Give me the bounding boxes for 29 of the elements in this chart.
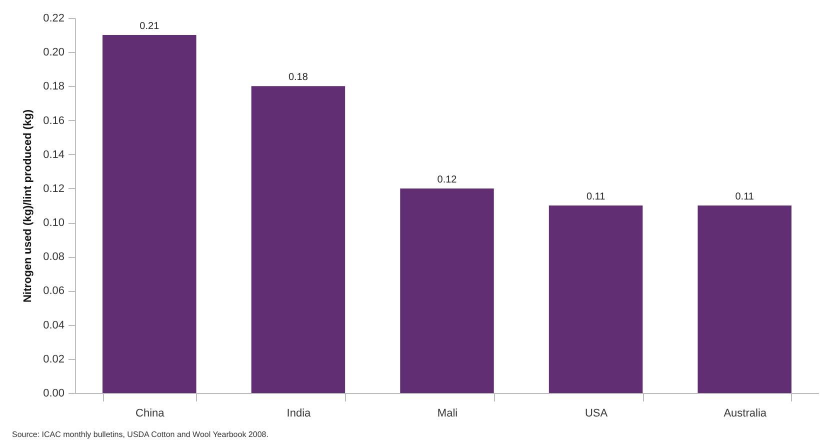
x-tick-label: China xyxy=(136,408,166,420)
bar xyxy=(698,206,792,393)
y-tick-label: 0.08 xyxy=(43,251,64,264)
x-tick-label: India xyxy=(286,408,312,420)
x-tick-label: Australia xyxy=(724,408,768,420)
y-tick-label: 0.04 xyxy=(43,319,64,332)
y-tick-label: 0.00 xyxy=(43,388,64,400)
bar xyxy=(251,86,346,393)
y-tick-label: 0.22 xyxy=(43,12,64,24)
data-label: 0.18 xyxy=(288,72,308,84)
data-label: 0.21 xyxy=(140,21,160,32)
y-tick-label: 0.20 xyxy=(43,46,64,59)
x-tick-label: USA xyxy=(584,408,608,420)
y-tick-label: 0.14 xyxy=(43,148,64,161)
y-tick-label: 0.06 xyxy=(43,285,64,298)
data-label: 0.12 xyxy=(437,174,458,186)
y-tick-label: 0.12 xyxy=(43,182,64,195)
x-tick-label: Mali xyxy=(437,408,458,420)
y-tick-label: 0.02 xyxy=(43,353,64,366)
source-note: Source: ICAC monthly bulletins, USDA Cotton and Wool Yearbook 2008. xyxy=(12,430,268,439)
y-axis-title: Nitrogen used (kg)/lint produced (kg) xyxy=(22,109,34,303)
y-tick-label: 0.18 xyxy=(43,80,64,93)
bar xyxy=(102,35,196,393)
bar xyxy=(548,206,643,393)
y-tick-label: 0.16 xyxy=(43,114,64,127)
bar xyxy=(400,188,494,393)
data-label: 0.11 xyxy=(586,192,606,202)
data-label: 0.11 xyxy=(735,192,754,202)
y-tick-label: 0.10 xyxy=(43,217,64,230)
